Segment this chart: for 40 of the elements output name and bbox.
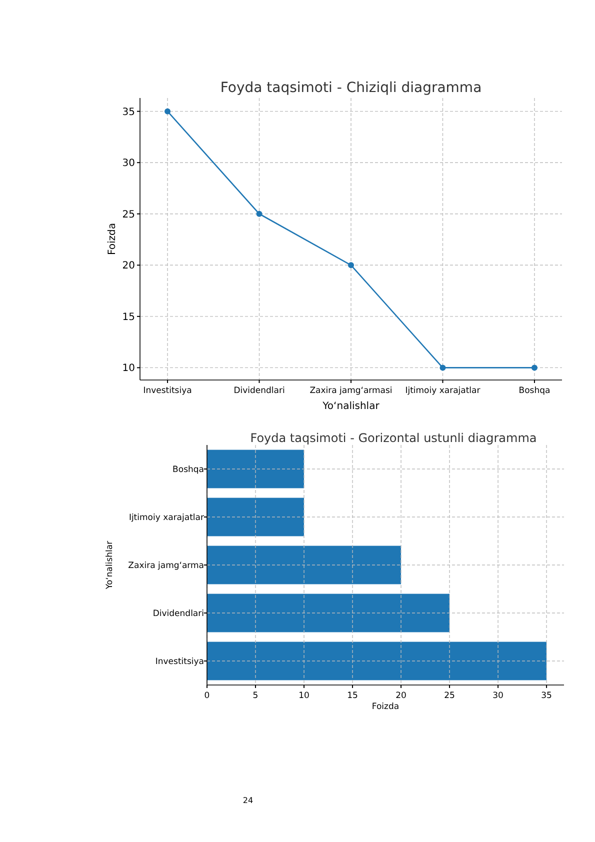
x-tick-label: 35 (541, 691, 552, 701)
point (348, 262, 354, 268)
x-tick-label: Zaxira jamg‘armasi (310, 386, 392, 396)
x-tick-label: Ijtimoiy xarajatlar (405, 386, 481, 396)
bar (207, 642, 547, 680)
x-tick-label: 5 (252, 691, 258, 701)
x-tick-label: Boshqa (518, 386, 550, 396)
chart-title: Foyda taqsimoti - Gorizontal ustunli diagramma (250, 431, 537, 445)
x-tick-label: 0 (204, 691, 210, 701)
point (440, 364, 446, 371)
bar (207, 594, 450, 632)
bar (207, 498, 304, 536)
y-tick-label: Ijtimoiy xarajatlar (128, 512, 204, 523)
x-axis-title: Yo‘nalishlar (322, 401, 380, 412)
x-tick-label: 25 (444, 691, 455, 701)
point (531, 364, 538, 371)
bar (207, 546, 402, 584)
y-tick-label: 25 (122, 209, 135, 220)
x-axis-title: Foizda (372, 702, 400, 712)
y-tick-label: Boshqa (172, 464, 204, 475)
y-axis-title: Yo‘nalishlar (105, 540, 115, 590)
x-tick-label: 20 (396, 691, 406, 701)
y-tick-label: 10 (122, 363, 135, 374)
y-tick-label: Investitsiya (155, 656, 204, 667)
bar (207, 450, 304, 488)
chart-title: Foyda taqsimoti - Chiziqli diagramma (220, 80, 482, 96)
x-tick-label: 30 (492, 691, 504, 701)
x-tick-label: 15 (347, 691, 358, 701)
y-tick-label: Dividendlari (152, 608, 204, 619)
y-tick-label: 35 (122, 106, 135, 118)
y-tick-label: 30 (122, 158, 135, 170)
text: 24 (242, 796, 254, 805)
point (256, 210, 262, 217)
y-axis-title: Foizda (107, 222, 118, 256)
y-tick-label: Zaxira jamg‘arma (128, 560, 204, 571)
x-tick-label: 10 (298, 691, 310, 701)
x-tick-label: Dividendlari (234, 386, 285, 396)
y-tick-label: 15 (122, 312, 135, 323)
y-tick-label: 20 (122, 260, 135, 272)
point (164, 108, 171, 114)
